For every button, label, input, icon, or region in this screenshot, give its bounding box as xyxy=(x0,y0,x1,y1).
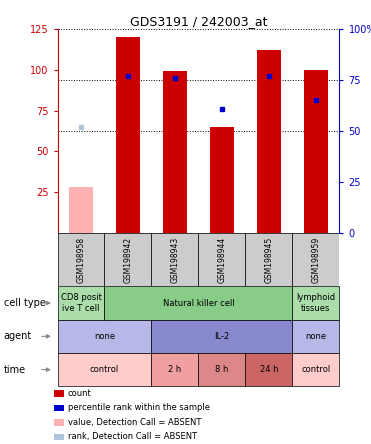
Text: control: control xyxy=(301,365,331,374)
Text: cell type: cell type xyxy=(4,298,46,308)
Text: control: control xyxy=(90,365,119,374)
Bar xyxy=(304,70,328,233)
Title: GDS3191 / 242003_at: GDS3191 / 242003_at xyxy=(130,15,267,28)
Bar xyxy=(292,353,339,386)
Text: count: count xyxy=(68,389,92,398)
Text: GSM198958: GSM198958 xyxy=(76,237,85,283)
Text: GSM198943: GSM198943 xyxy=(171,237,180,283)
Text: 2 h: 2 h xyxy=(168,365,182,374)
Text: time: time xyxy=(4,365,26,375)
Bar xyxy=(58,286,105,320)
Bar xyxy=(210,127,234,233)
Text: rank, Detection Call = ABSENT: rank, Detection Call = ABSENT xyxy=(68,432,197,441)
Bar xyxy=(58,233,105,286)
Text: IL-2: IL-2 xyxy=(214,332,230,341)
Bar xyxy=(116,37,140,233)
Bar xyxy=(54,419,64,426)
Text: GSM198942: GSM198942 xyxy=(124,237,132,283)
Bar xyxy=(257,50,281,233)
Bar xyxy=(163,71,187,233)
Text: value, Detection Call = ABSENT: value, Detection Call = ABSENT xyxy=(68,418,201,427)
Text: Natural killer cell: Natural killer cell xyxy=(162,298,234,308)
Bar xyxy=(246,353,292,386)
Bar xyxy=(292,286,339,320)
Text: agent: agent xyxy=(4,331,32,341)
Text: none: none xyxy=(305,332,326,341)
Bar xyxy=(54,433,64,440)
Text: none: none xyxy=(94,332,115,341)
Bar xyxy=(105,286,292,320)
Text: GSM198945: GSM198945 xyxy=(265,237,273,283)
Text: lymphoid
tissues: lymphoid tissues xyxy=(296,293,335,313)
Text: 8 h: 8 h xyxy=(215,365,229,374)
Text: GSM198959: GSM198959 xyxy=(312,237,321,283)
Bar xyxy=(54,404,64,411)
Bar xyxy=(69,187,93,233)
Bar xyxy=(198,233,246,286)
Bar xyxy=(54,390,64,397)
Bar xyxy=(198,353,246,386)
Bar xyxy=(58,353,151,386)
Bar xyxy=(292,320,339,353)
Text: CD8 posit
ive T cell: CD8 posit ive T cell xyxy=(60,293,101,313)
Bar xyxy=(105,233,151,286)
Text: GSM198944: GSM198944 xyxy=(217,237,226,283)
Bar xyxy=(292,233,339,286)
Text: percentile rank within the sample: percentile rank within the sample xyxy=(68,404,210,412)
Bar xyxy=(151,320,292,353)
Bar xyxy=(58,320,151,353)
Bar xyxy=(151,233,198,286)
Bar xyxy=(151,353,198,386)
Bar xyxy=(246,233,292,286)
Text: 24 h: 24 h xyxy=(260,365,278,374)
